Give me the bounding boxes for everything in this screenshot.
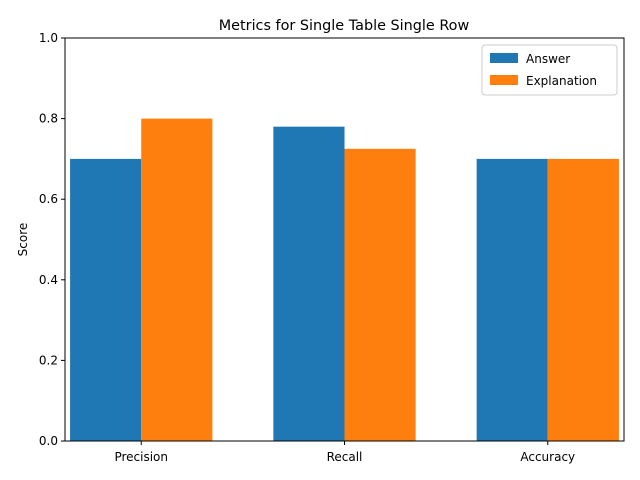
legend: Answer Explanation xyxy=(481,44,618,96)
bar-answer-precision xyxy=(70,158,142,441)
y-tick-label: 0.4 xyxy=(39,273,58,287)
legend-label-explanation: Explanation xyxy=(526,74,597,88)
legend-swatch-explanation xyxy=(490,75,518,85)
bar-answer-recall xyxy=(273,126,345,441)
chart-title: Metrics for Single Table Single Row xyxy=(219,18,470,34)
y-tick-label: 0.0 xyxy=(39,434,58,448)
plot-area xyxy=(70,118,619,441)
bar-answer-accuracy xyxy=(476,158,548,441)
y-tick-label: 0.6 xyxy=(39,192,58,206)
x-tick-label: Accuracy xyxy=(520,450,575,464)
legend-swatch-answer xyxy=(490,53,518,63)
y-tick-label: 0.8 xyxy=(39,112,58,126)
y-tick-label: 1.0 xyxy=(39,31,58,45)
x-axis: Precision Recall Accuracy xyxy=(114,441,575,464)
x-tick-label: Recall xyxy=(327,450,363,464)
legend-label-answer: Answer xyxy=(526,52,570,66)
bar-explanation-precision xyxy=(141,118,213,441)
y-axis-label: Score xyxy=(16,223,30,257)
x-tick-label: Precision xyxy=(114,450,168,464)
bar-explanation-recall xyxy=(344,148,416,441)
bar-explanation-accuracy xyxy=(547,158,619,441)
y-tick-label: 0.2 xyxy=(39,353,58,367)
y-axis: 0.0 0.2 0.4 0.6 0.8 1.0 xyxy=(39,31,65,448)
